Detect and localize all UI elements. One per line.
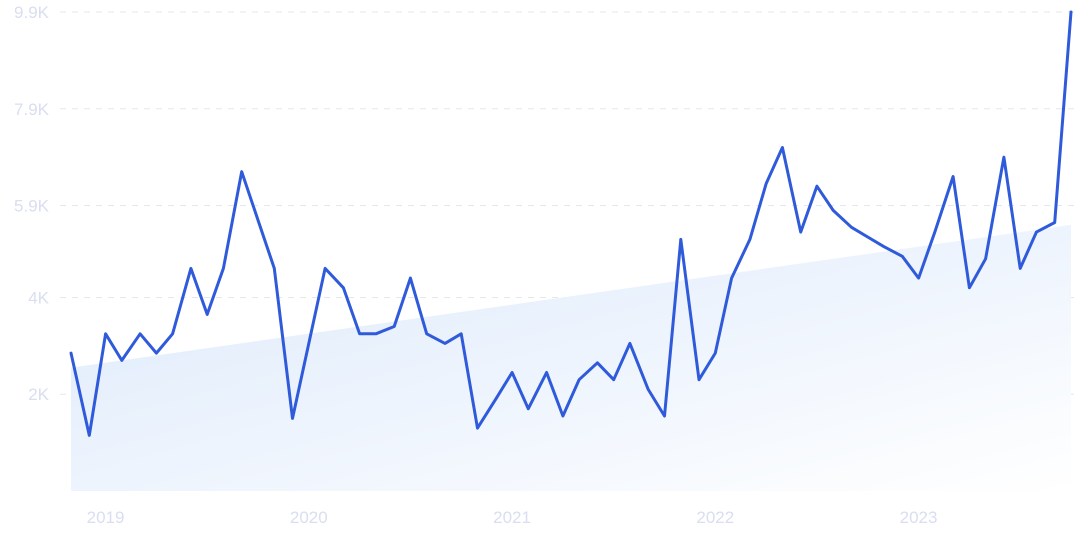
y-tick-label: 2K	[28, 385, 49, 404]
x-tick-label: 2020	[290, 508, 328, 527]
y-tick-label: 4K	[28, 288, 49, 307]
series-line	[69, 10, 1073, 437]
trend-area	[71, 224, 1071, 491]
x-axis-ticks: 2019 2020 2021 2022 2023	[87, 508, 938, 527]
x-tick-label: 2019	[87, 508, 125, 527]
y-tick-label: 7.9K	[14, 100, 50, 119]
x-tick-label: 2022	[696, 508, 734, 527]
series-line-group	[69, 10, 1073, 437]
y-axis-ticks: 9.9K 7.9K 5.9K 4K 2K	[14, 3, 50, 404]
x-tick-label: 2021	[493, 508, 531, 527]
x-tick-label: 2023	[900, 508, 938, 527]
trend-area-fill	[71, 224, 1071, 491]
y-tick-label: 5.9K	[14, 197, 50, 216]
y-tick-label: 9.9K	[14, 3, 50, 22]
